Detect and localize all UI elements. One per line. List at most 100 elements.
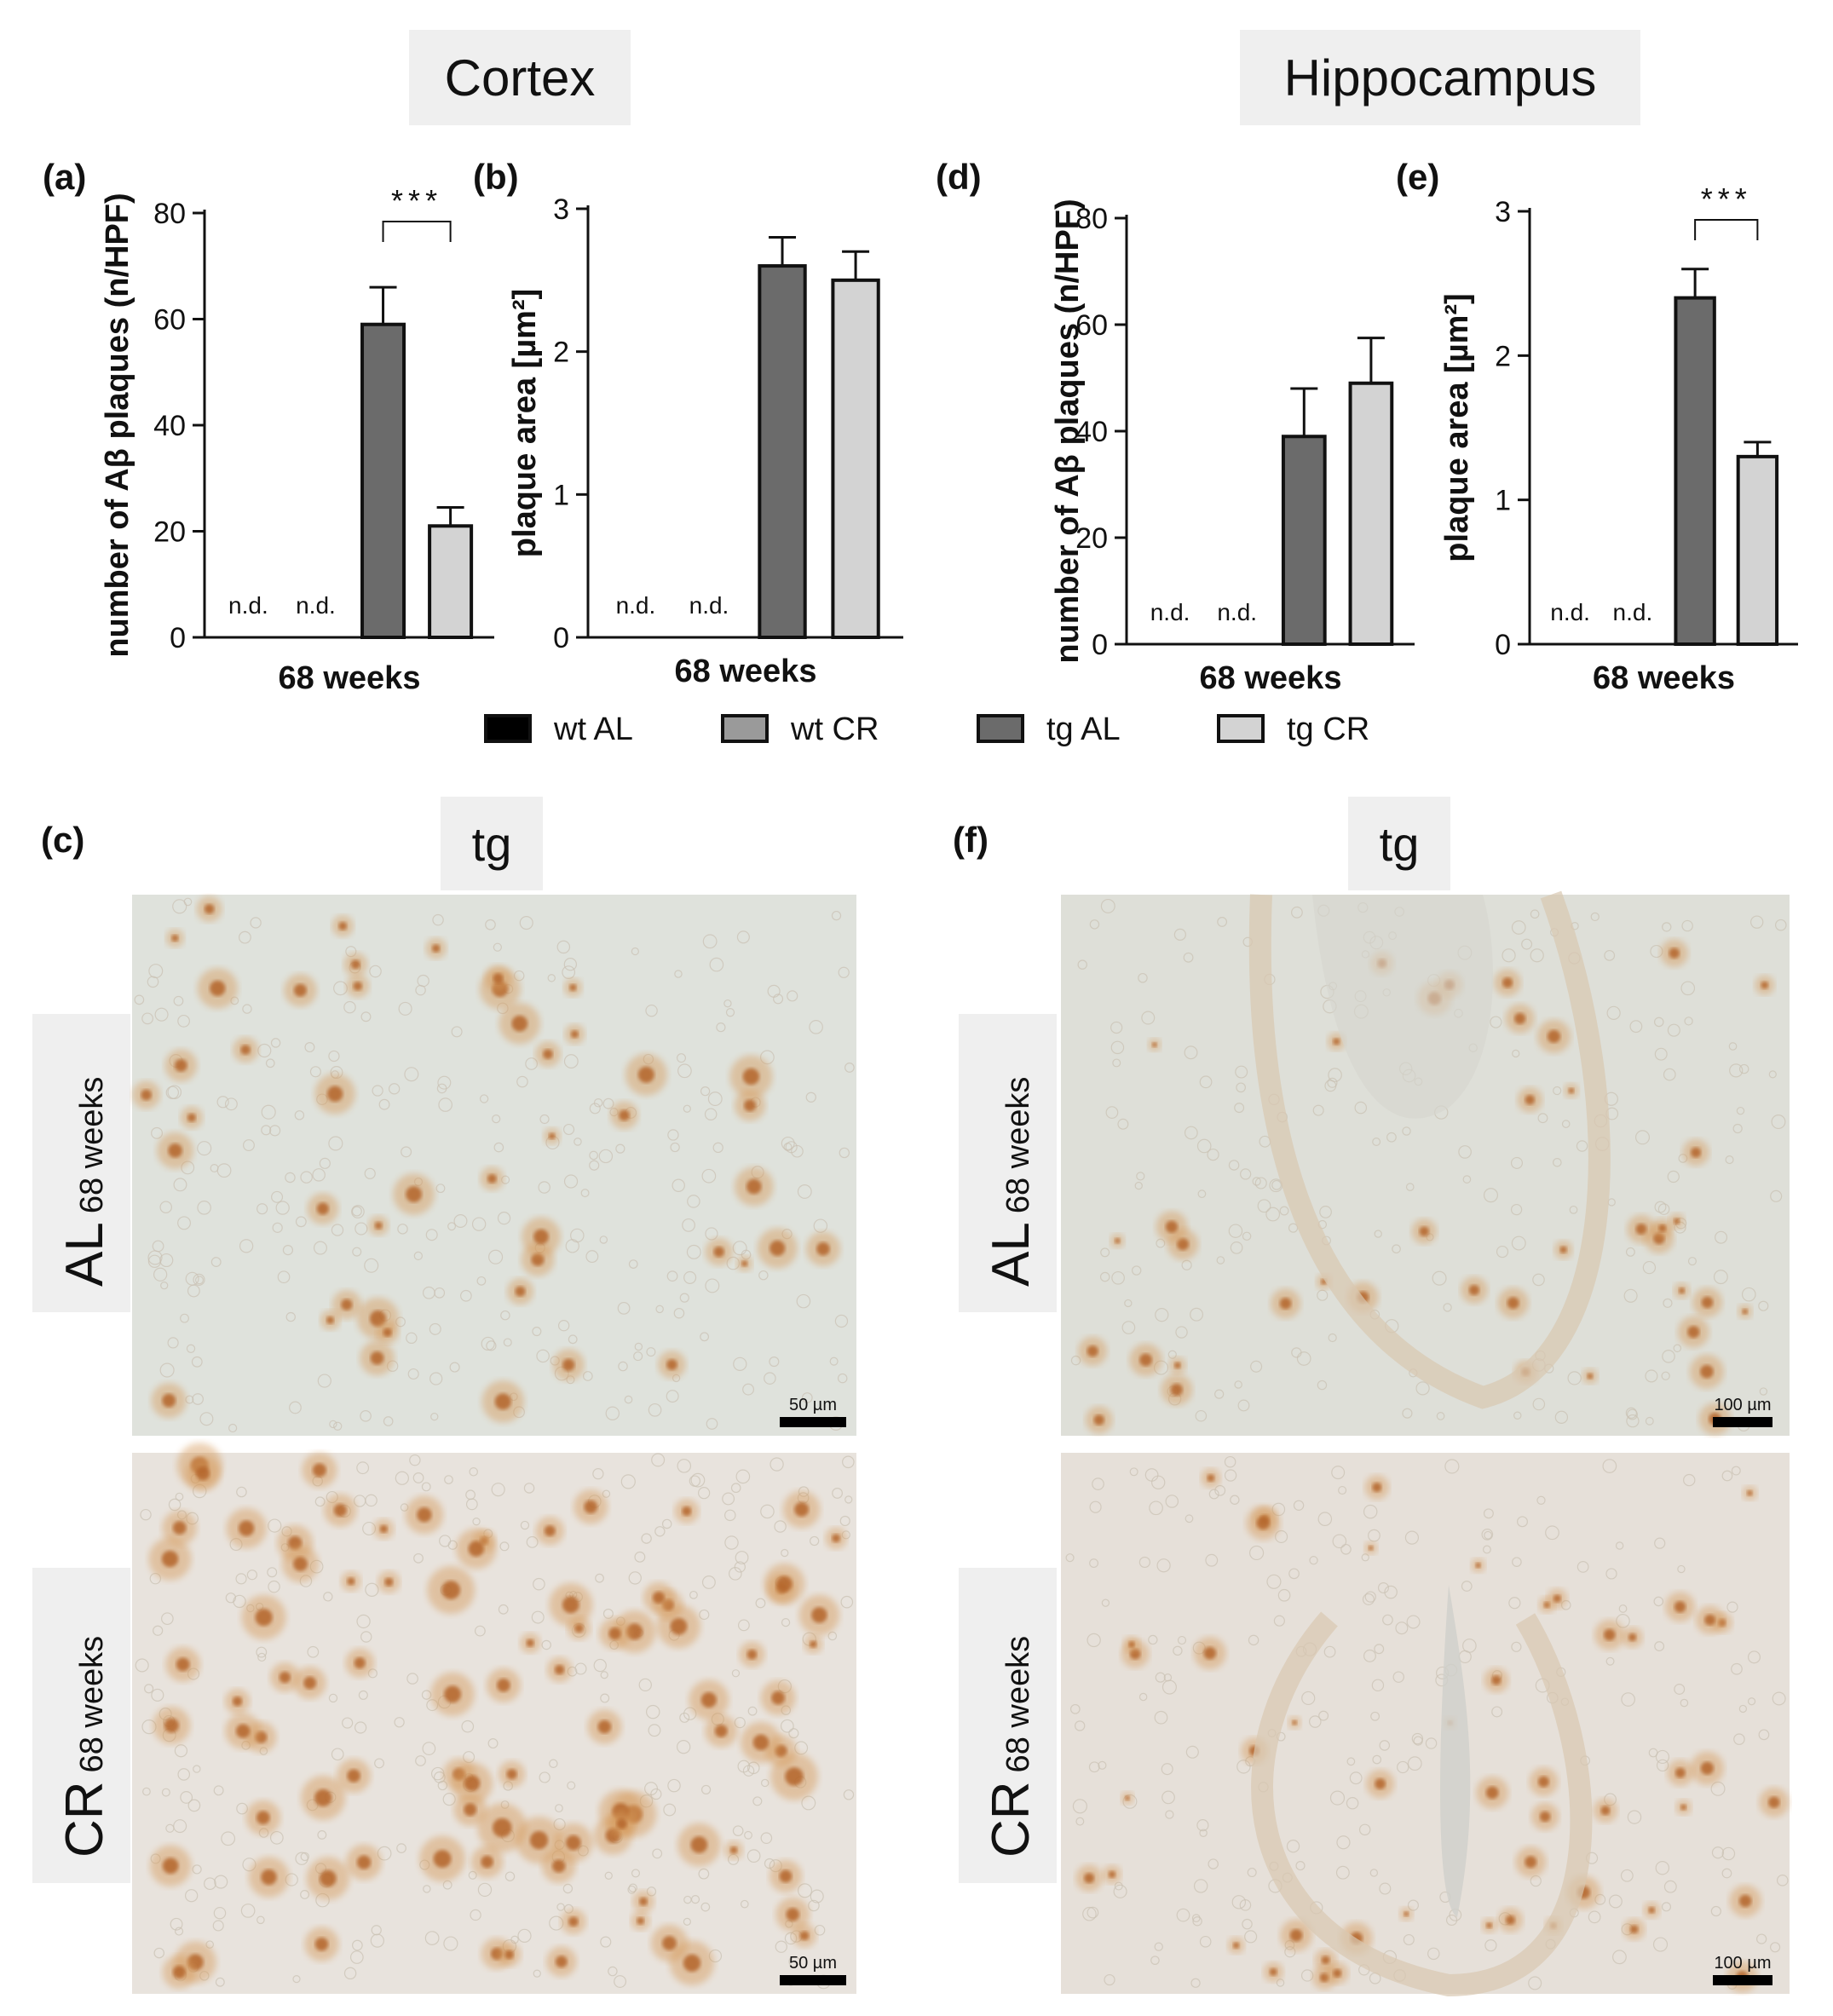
cell-nucleus (740, 1899, 749, 1909)
plaque-core (1768, 1796, 1780, 1809)
cell-nucleus (356, 1461, 370, 1475)
plaque-core (511, 1015, 528, 1032)
plaque-core (616, 1818, 627, 1829)
cell-nucleus (770, 1457, 784, 1472)
plaque-core (569, 983, 577, 992)
cell-nucleus (599, 1236, 608, 1244)
cell-nucleus (1192, 1916, 1202, 1927)
cell-nucleus (1105, 1106, 1119, 1119)
cell-nucleus (1510, 1203, 1523, 1216)
micrograph-cortex-cr: 50 µm (132, 1443, 856, 1994)
bar (831, 278, 880, 639)
cell-nucleus (1369, 1869, 1379, 1877)
cell-nucleus (1288, 1568, 1300, 1580)
cell-nucleus (1224, 1469, 1237, 1482)
cell-nucleus (1677, 1564, 1686, 1574)
plaque-core (1603, 1628, 1616, 1641)
cell-nucleus (300, 1852, 309, 1862)
cell-nucleus (547, 974, 556, 982)
cell-nucleus (1411, 1732, 1424, 1745)
cell-nucleus (159, 1362, 175, 1378)
cell-nucleus (519, 916, 533, 930)
plaque-core (1700, 1364, 1714, 1379)
cell-nucleus (186, 1344, 196, 1353)
y-axis-label: plaque area [µm²] (1439, 293, 1475, 562)
plaque-core (741, 1260, 748, 1267)
cell-nucleus (638, 1678, 652, 1692)
bar (428, 524, 474, 640)
plaque-core (574, 1623, 584, 1633)
cell-nucleus (415, 984, 426, 996)
cell-nucleus (1217, 917, 1228, 927)
cell-nucleus (1328, 1333, 1337, 1343)
cell-nucleus (1309, 1715, 1322, 1728)
cell-nucleus (1185, 1514, 1194, 1524)
cell-nucleus (1112, 1058, 1121, 1068)
cell-nucleus (735, 1469, 751, 1484)
cell-nucleus (147, 1250, 163, 1265)
plaque-core (1139, 1353, 1152, 1367)
cell-nucleus (701, 1575, 716, 1589)
plaque-core (464, 1775, 481, 1792)
plaque-core (1628, 1633, 1637, 1642)
cell-nucleus (698, 1487, 711, 1500)
plaque-core (347, 1769, 360, 1783)
nd-label: n.d. (616, 592, 656, 619)
cell-nucleus (832, 1488, 843, 1499)
cell-nucleus (1295, 1861, 1306, 1871)
cell-nucleus (1680, 1698, 1689, 1708)
cell-nucleus (210, 1257, 222, 1268)
cell-nucleus (369, 965, 382, 978)
cell-nucleus (477, 1882, 493, 1898)
cell-nucleus (1173, 928, 1186, 941)
cell-nucleus (213, 1785, 224, 1796)
cell-nucleus (372, 1085, 383, 1097)
cell-nucleus (774, 1520, 787, 1533)
cell-nucleus (1662, 922, 1672, 932)
plaque-core (786, 1908, 799, 1921)
plaque-core (406, 1186, 423, 1203)
cell-nucleus (170, 1917, 183, 1931)
cell-nucleus (1776, 1875, 1789, 1886)
cell-nucleus (1110, 1040, 1125, 1055)
column-label-hippocampus: tg (1380, 817, 1420, 871)
cell-nucleus (493, 942, 502, 952)
cell-nucleus (1654, 1047, 1668, 1061)
plaque-core (1513, 1012, 1526, 1025)
cell-nucleus (1774, 919, 1787, 931)
chart-panel-a: (a) 0 20 40 60 80 number of Aβ plaques (n/HPF)… (43, 157, 494, 696)
cell-nucleus (354, 1721, 367, 1734)
cell-nucleus (1738, 1063, 1749, 1074)
y-tick-label: 1 (553, 479, 569, 511)
cell-nucleus (526, 1535, 539, 1548)
plaque-core (683, 1954, 701, 1973)
hippocampus-header-box (1240, 30, 1640, 125)
cell-nucleus (1242, 1918, 1253, 1930)
plaque-core (1125, 1795, 1130, 1801)
cell-nucleus (1616, 1614, 1630, 1628)
hippocampus-header: Hippocampus (1284, 49, 1597, 107)
plaque-core (1207, 1474, 1215, 1482)
cell-nucleus (331, 1748, 344, 1761)
cell-nucleus (1087, 1906, 1099, 1919)
cell-nucleus (460, 1289, 472, 1302)
plaque-core (1648, 1907, 1655, 1914)
cell-nucleus (328, 1136, 343, 1151)
cell-nucleus (1711, 1846, 1725, 1859)
micrograph-hippocampus-cr: 100 µm (1061, 1453, 1790, 1997)
cell-nucleus (760, 1832, 773, 1845)
cell-nucleus (801, 1392, 813, 1403)
plaque-core (1475, 1562, 1481, 1569)
cell-nucleus (600, 1693, 610, 1703)
cell-nucleus (471, 1217, 487, 1231)
cell-nucleus (422, 1742, 436, 1755)
cell-nucleus (1517, 1516, 1528, 1528)
cell-nucleus (1312, 1104, 1324, 1116)
cell-nucleus (193, 1273, 205, 1286)
plaque-core (1115, 1238, 1121, 1244)
cell-nucleus (1407, 1899, 1419, 1911)
cell-nucleus (423, 1885, 431, 1893)
cell-nucleus (1250, 1360, 1263, 1373)
cell-nucleus (555, 1804, 563, 1813)
cell-nucleus (532, 1327, 542, 1337)
